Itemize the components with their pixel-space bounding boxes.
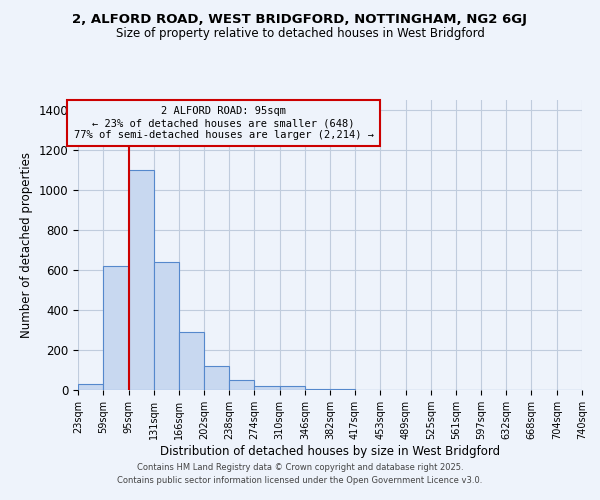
Bar bbox=[103, 266, 128, 390]
Text: 2, ALFORD ROAD, WEST BRIDGFORD, NOTTINGHAM, NG2 6GJ: 2, ALFORD ROAD, WEST BRIDGFORD, NOTTINGH… bbox=[73, 12, 527, 26]
Bar bbox=[78, 384, 103, 390]
Bar bbox=[204, 366, 229, 390]
Bar bbox=[128, 170, 154, 390]
Bar bbox=[305, 389, 331, 390]
Bar bbox=[254, 386, 280, 390]
Bar bbox=[280, 386, 305, 390]
Text: Size of property relative to detached houses in West Bridgford: Size of property relative to detached ho… bbox=[116, 28, 484, 40]
Text: 2 ALFORD ROAD: 95sqm
← 23% of detached houses are smaller (648)
77% of semi-deta: 2 ALFORD ROAD: 95sqm ← 23% of detached h… bbox=[74, 106, 374, 140]
Bar bbox=[331, 389, 355, 390]
Text: Contains HM Land Registry data © Crown copyright and database right 2025.: Contains HM Land Registry data © Crown c… bbox=[137, 464, 463, 472]
Text: Contains public sector information licensed under the Open Government Licence v3: Contains public sector information licen… bbox=[118, 476, 482, 485]
X-axis label: Distribution of detached houses by size in West Bridgford: Distribution of detached houses by size … bbox=[160, 445, 500, 458]
Bar bbox=[229, 380, 254, 390]
Y-axis label: Number of detached properties: Number of detached properties bbox=[20, 152, 33, 338]
Bar bbox=[154, 262, 179, 390]
Bar bbox=[179, 332, 204, 390]
